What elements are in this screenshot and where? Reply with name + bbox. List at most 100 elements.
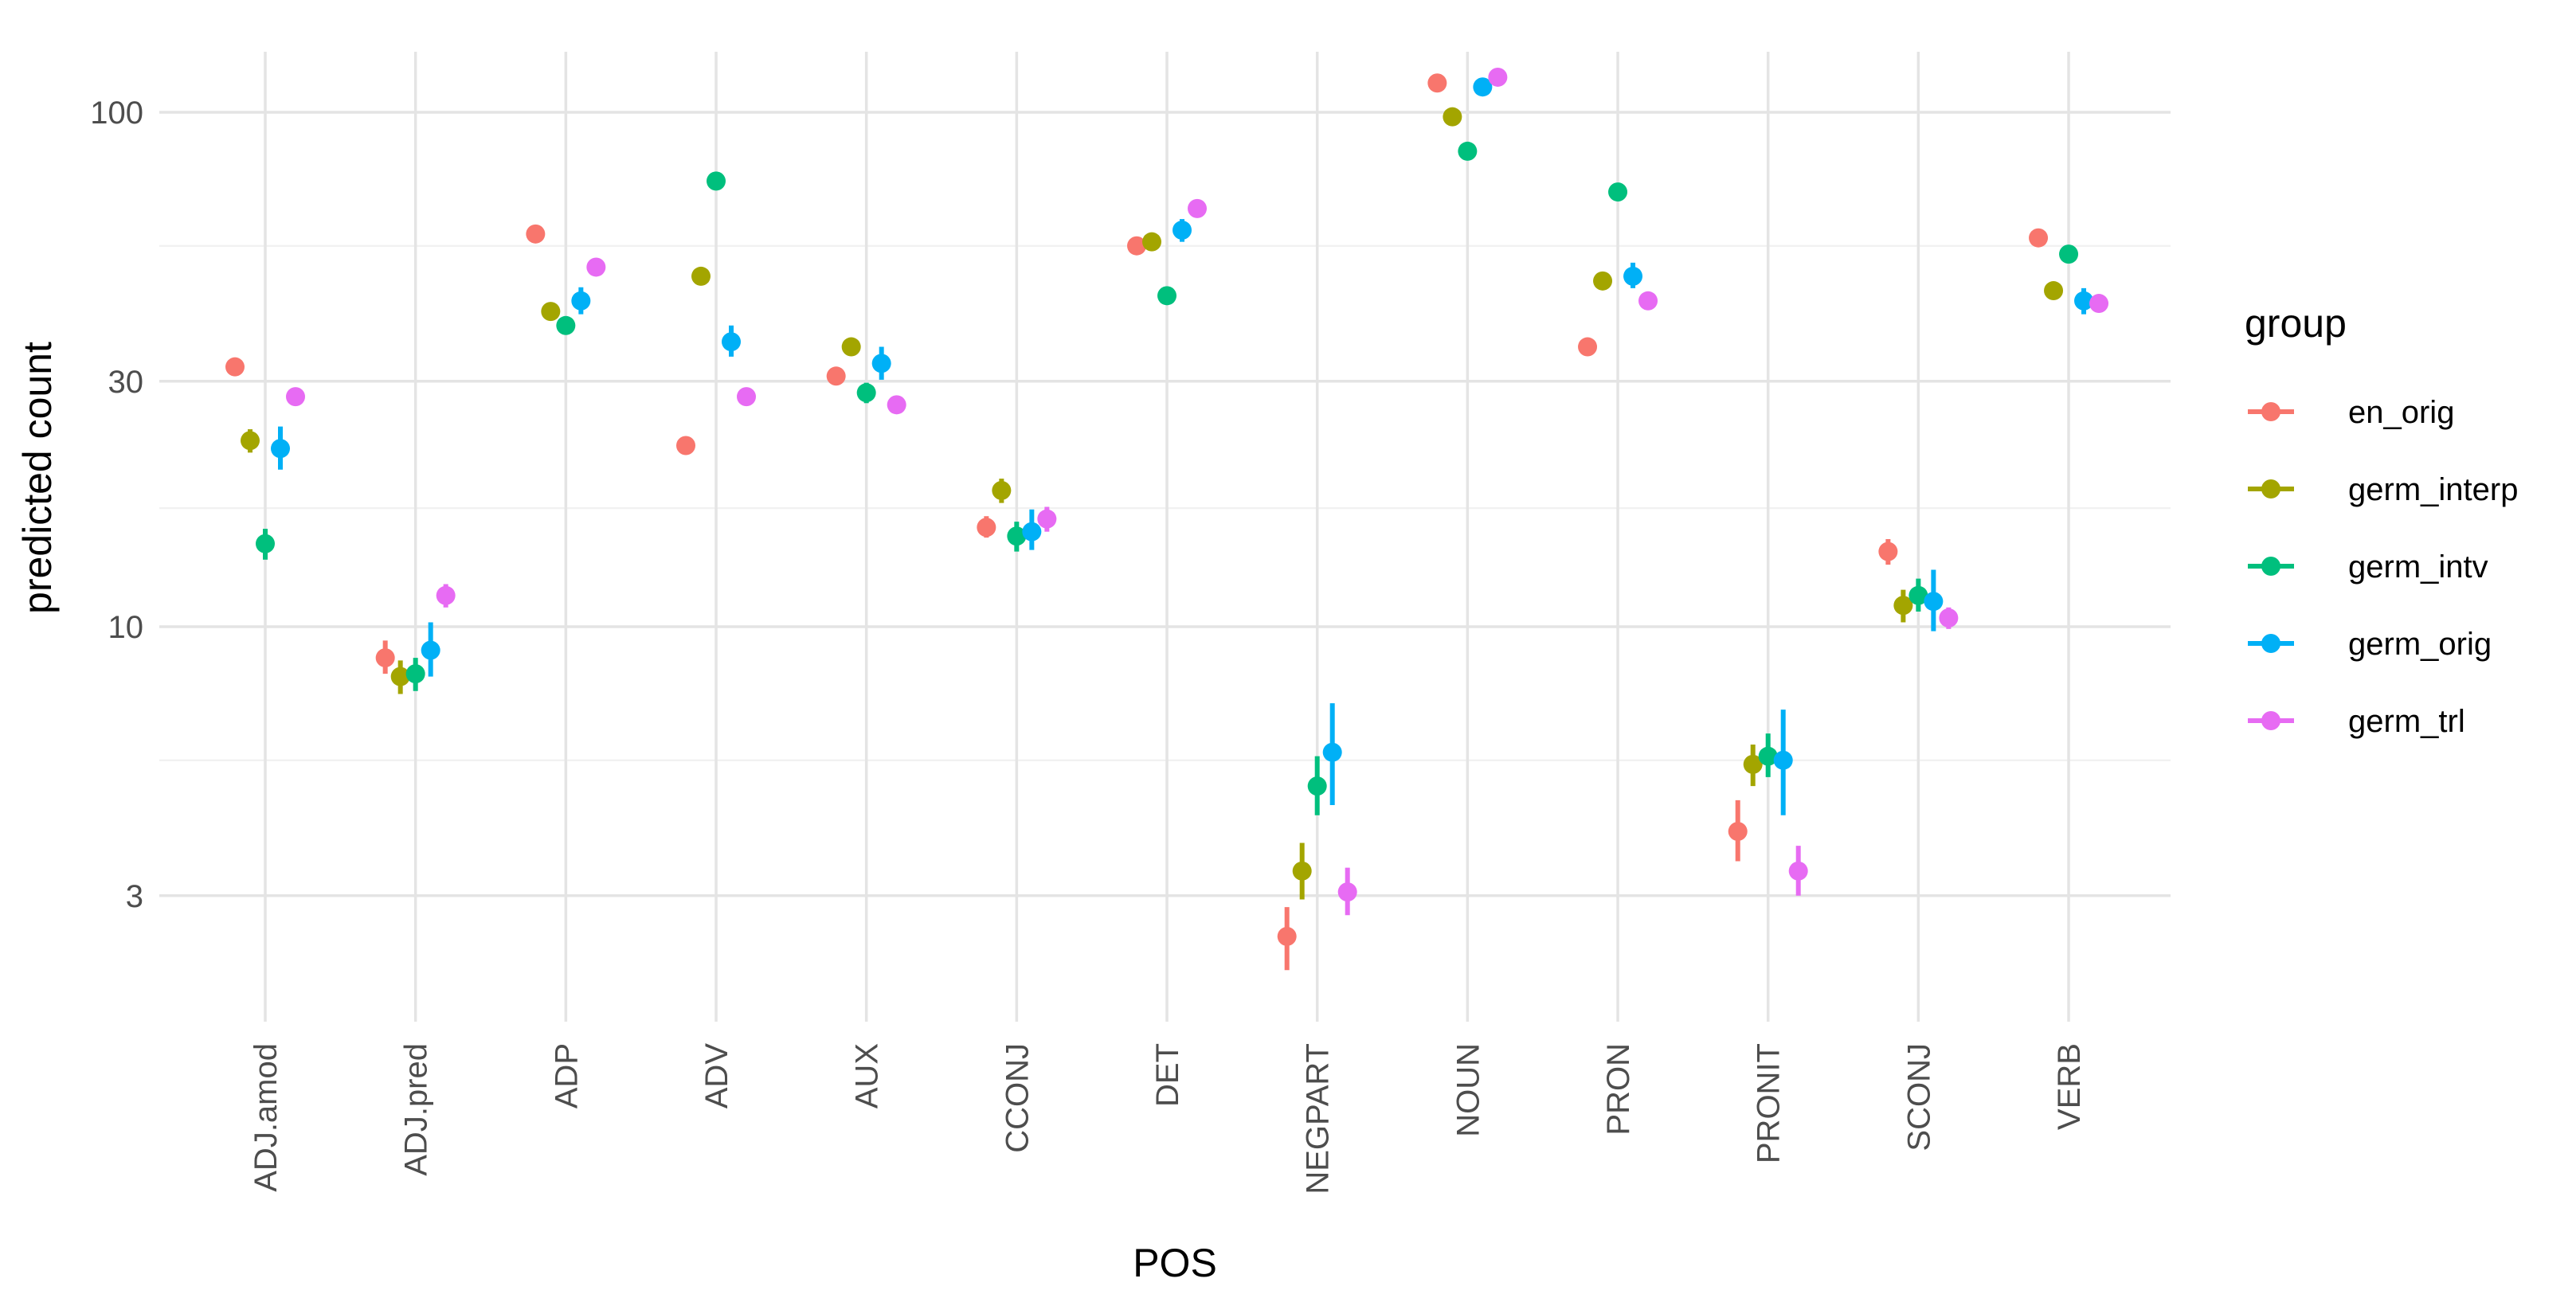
data-point (977, 518, 996, 538)
data-point (707, 171, 726, 191)
data-point (676, 436, 696, 455)
data-point (1142, 232, 1162, 252)
x-tick-label: DET (1150, 1043, 1185, 1107)
data-point (586, 257, 606, 277)
y-tick-label: 100 (90, 96, 143, 131)
data-point (1939, 608, 1959, 627)
data-point (241, 431, 260, 451)
x-tick-label: SCONJ (1901, 1043, 1936, 1151)
data-point (1322, 742, 1342, 762)
data-point (1924, 592, 1944, 612)
series-germ_orig (271, 77, 2094, 815)
x-tick-label: PRON (1601, 1043, 1636, 1136)
data-point (1593, 271, 1613, 291)
x-tick-label: PRONIT (1752, 1043, 1787, 1163)
x-tick-label: NEGPART (1301, 1043, 1336, 1194)
data-point (256, 534, 275, 553)
legend-key-point (2261, 711, 2280, 730)
data-point (1743, 754, 1763, 774)
x-axis-tick-labels: ADJ.amod ADJ.pred ADP ADV AUX CCONJ DET NEGPART… (249, 1043, 2087, 1194)
legend-key-point (2261, 634, 2280, 653)
x-tick-label: CCONJ (1000, 1043, 1035, 1153)
data-point (856, 383, 876, 403)
x-tick-label: NOUN (1450, 1043, 1486, 1137)
data-point (1773, 750, 1793, 770)
data-point (1758, 746, 1778, 766)
data-point (1893, 596, 1913, 616)
x-tick-label: AUX (850, 1043, 885, 1108)
data-point (421, 640, 440, 660)
legend-key-point (2261, 402, 2280, 421)
data-point (2044, 281, 2064, 301)
data-point (541, 302, 561, 322)
data-point (1488, 67, 1508, 87)
x-tick-label: ADJ.amod (249, 1043, 284, 1192)
data-point (1458, 141, 1478, 161)
legend-label: germ_trl (2348, 704, 2465, 739)
data-point (1578, 337, 1598, 357)
data-point (2074, 291, 2094, 311)
legend-key-point (2261, 479, 2280, 498)
series-en_orig (225, 73, 2049, 971)
data-point (571, 291, 591, 311)
data-point (1909, 585, 1928, 605)
data-point (2089, 294, 2109, 314)
minor-gridlines (159, 244, 2171, 761)
legend: group en_orig germ_interp germ_intv germ_or… (2245, 301, 2518, 739)
series-germ_interp (241, 107, 2064, 900)
data-point (375, 648, 395, 668)
x-tick-label: VERB (2052, 1043, 2087, 1130)
x-tick-label: ADJ.pred (399, 1043, 434, 1176)
data-point (1188, 198, 1208, 218)
data-point (1473, 77, 1493, 97)
x-axis-title: POS (1133, 1241, 1217, 1285)
data-point (992, 480, 1012, 500)
y-tick-label: 10 (108, 610, 144, 645)
data-point (436, 585, 456, 605)
data-point (1608, 182, 1628, 202)
data-point (526, 224, 546, 244)
data-point (1277, 926, 1297, 946)
data-point (1037, 509, 1057, 529)
data-point (390, 667, 410, 686)
data-point (1443, 107, 1462, 127)
data-point (1157, 286, 1177, 306)
x-tick-label: ADV (699, 1043, 734, 1109)
data-point (691, 266, 711, 286)
legend-label: germ_interp (2348, 472, 2518, 507)
data-point (1292, 861, 1312, 881)
data-point (826, 366, 846, 386)
data-point (1728, 822, 1748, 842)
legend-label: en_orig (2348, 395, 2454, 430)
data-point (841, 337, 861, 357)
series-germ_intv (256, 141, 2079, 815)
data-point (1788, 861, 1808, 881)
data-point (1638, 291, 1658, 311)
legend-label: germ_intv (2348, 549, 2488, 584)
data-point (225, 357, 245, 377)
y-axis-tick-labels: 3 10 30 100 (90, 96, 143, 914)
data-point (2029, 228, 2049, 248)
legend-title: group (2245, 301, 2347, 346)
legend-key-point (2261, 557, 2280, 576)
data-point (271, 439, 290, 459)
data-point (1307, 776, 1327, 796)
y-axis-title: predicted count (15, 342, 60, 614)
data-point (737, 387, 757, 407)
data-point (1127, 236, 1147, 256)
data-point (722, 332, 742, 352)
data-point (2059, 244, 2079, 264)
data-point (887, 395, 906, 415)
major-gridlines (159, 52, 2171, 1022)
data-point (1427, 73, 1447, 93)
data-point (405, 664, 425, 684)
data-point (1337, 882, 1357, 902)
data-point (1623, 266, 1643, 286)
data-marks (225, 67, 2109, 971)
data-point (1878, 541, 1898, 561)
y-tick-label: 3 (126, 879, 143, 914)
x-tick-label: ADP (549, 1043, 584, 1108)
data-point (1022, 522, 1042, 541)
y-tick-label: 30 (108, 365, 144, 400)
